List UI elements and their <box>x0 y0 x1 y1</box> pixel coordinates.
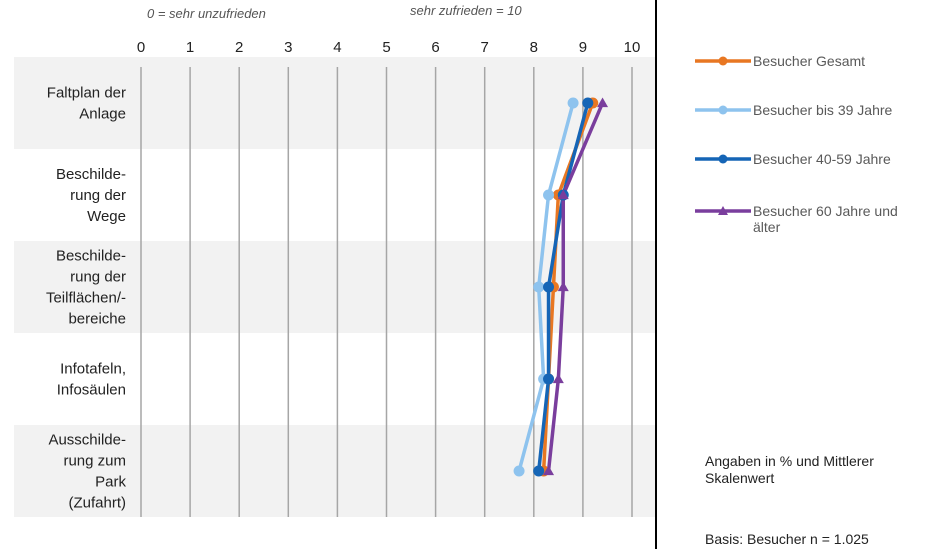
x-tick-label: 3 <box>284 39 292 56</box>
scale-min-annotation: 0 = sehr unzufrieden <box>147 6 266 21</box>
category-band <box>14 57 655 149</box>
category-label: rung zum <box>63 453 126 470</box>
data-point <box>557 281 569 292</box>
legend-marker-gesamt <box>695 56 751 66</box>
category-label: rung der <box>70 187 126 204</box>
category-label: (Zufahrt) <box>68 495 126 512</box>
data-point <box>552 373 564 384</box>
category-label: Ausschilde- <box>48 432 126 449</box>
category-label: bereiche <box>68 311 126 328</box>
x-tick-label: 5 <box>382 39 390 56</box>
scale-max-annotation: sehr zufrieden = 10 <box>410 3 522 18</box>
data-point <box>597 97 609 108</box>
data-point <box>543 189 555 201</box>
satisfaction-chart: 0 1 2 3 4 5 6 7 8 9 10 Faltplan der Anlage Beschilde-… <box>14 39 655 517</box>
x-tick-label: 7 <box>481 39 489 56</box>
x-tick-label: 6 <box>431 39 439 56</box>
x-tick-label: 9 <box>579 39 587 56</box>
legend-marker <box>718 206 728 215</box>
legend-marker-bis-39 <box>695 105 751 115</box>
legend-marker <box>718 154 728 164</box>
panel-divider <box>655 0 657 549</box>
category-label: rung der <box>70 269 126 286</box>
legend-label: Besucher 60 Jahre und älter <box>753 203 898 235</box>
category-label: Infotafeln, <box>60 361 126 378</box>
category-label: Teilflächen/- <box>46 290 126 307</box>
basis-note: Basis: Besucher n = 1.025 <box>705 531 869 547</box>
x-tick-label: 0 <box>137 39 145 56</box>
data-point <box>513 465 525 477</box>
values-note: Angaben in % und Mittlerer Skalenwert <box>705 453 874 486</box>
data-point <box>567 97 579 109</box>
data-point <box>582 97 594 109</box>
data-point <box>543 373 555 385</box>
data-point <box>557 189 569 200</box>
legend-marker-40-59 <box>695 154 751 164</box>
legend-label: Besucher Gesamt <box>753 53 866 69</box>
category-label: Beschilde- <box>56 248 126 265</box>
category-label: Park <box>95 474 126 491</box>
category-label: Anlage <box>79 106 126 123</box>
x-tick-label: 1 <box>186 39 194 56</box>
category-label: Infosäulen <box>57 382 126 399</box>
legend-marker <box>718 105 728 115</box>
data-point <box>543 281 555 293</box>
legend-label: Besucher bis 39 Jahre <box>753 102 893 118</box>
legend-marker-60-plus <box>695 206 751 215</box>
x-tick-label: 2 <box>235 39 243 56</box>
category-label: Wege <box>87 208 126 225</box>
legend-label: Besucher 40-59 Jahre <box>753 151 891 167</box>
data-point <box>533 281 545 293</box>
data-point <box>543 465 555 476</box>
category-label: Faltplan der <box>47 85 126 102</box>
category-label: Beschilde- <box>56 166 126 183</box>
x-tick-label: 10 <box>624 39 641 56</box>
x-tick-label: 4 <box>333 39 341 56</box>
x-tick-label: 8 <box>530 39 538 56</box>
legend-marker <box>718 56 728 66</box>
data-point <box>533 465 545 477</box>
